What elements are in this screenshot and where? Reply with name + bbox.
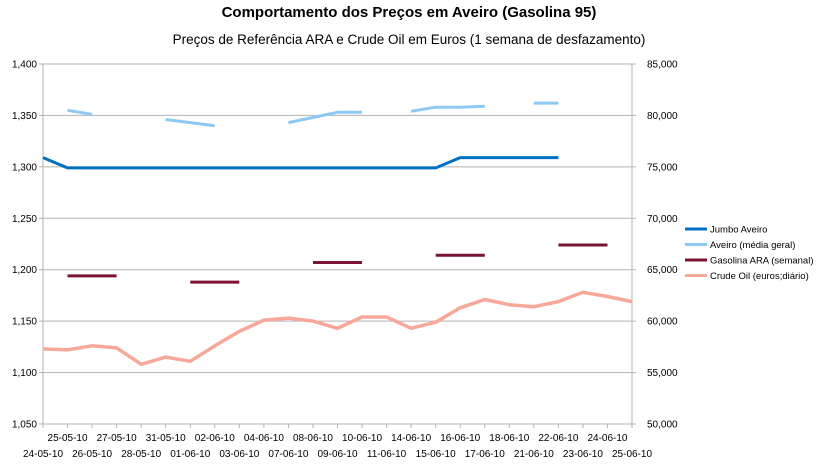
series-line-crude-oil-euros-di-rio [42, 290, 633, 367]
legend-label: Gasolina ARA (semanal) [710, 256, 814, 267]
x-tick-label: 16-06-10 [440, 433, 480, 444]
x-tick-label: 28-05-10 [121, 449, 161, 460]
y-left-tick-label: 1,350 [12, 111, 37, 122]
x-tick-label: 14-06-10 [391, 433, 431, 444]
x-tick-label: 25-06-10 [612, 449, 652, 460]
plot-area: 1,050 1,100 1,150 1,200 1,250 1,300 1,350 1,400… [12, 60, 678, 461]
y-right-tick-label: 75,000 [647, 162, 678, 173]
x-tick-label: 08-06-10 [293, 433, 333, 444]
x-tick-label: 18-06-10 [489, 433, 529, 444]
x-tick-label: 01-06-10 [170, 449, 210, 460]
y-right-tick-label: 55,000 [647, 368, 678, 379]
x-tick-label: 15-06-10 [416, 449, 456, 460]
x-tick-label: 09-06-10 [317, 449, 357, 460]
y-right-tick-label: 60,000 [647, 317, 678, 328]
y-right-tick-label: 85,000 [647, 60, 678, 71]
y-right-tick-label: 50,000 [647, 420, 678, 431]
legend-label: Jumbo Aveiro [710, 225, 767, 236]
x-tick-label: 24-06-10 [587, 433, 627, 444]
x-tick-label: 03-06-10 [219, 449, 259, 460]
x-tick-label: 11-06-10 [367, 449, 407, 460]
x-tick-label: 02-06-10 [195, 433, 235, 444]
chart-subtitle: Preços de Referência ARA e Crude Oil em … [173, 32, 646, 47]
y-left-tick-label: 1,150 [12, 317, 37, 328]
x-tick-label: 27-05-10 [97, 433, 137, 444]
y-left-tick-label: 1,400 [12, 60, 37, 71]
x-tick-label: 31-05-10 [146, 433, 186, 444]
y-right-tick-label: 80,000 [647, 111, 678, 122]
x-tick-label: 10-06-10 [342, 433, 382, 444]
y-left-tick-label: 1,100 [12, 368, 37, 379]
x-tick-label: 04-06-10 [244, 433, 284, 444]
x-tick-label: 24-05-10 [23, 449, 63, 460]
series-line-aveiro-m-dia-geral [67, 108, 93, 116]
x-tick-label: 07-06-10 [268, 449, 308, 460]
x-tick-label: 22-06-10 [538, 433, 578, 444]
x-tick-label: 23-06-10 [563, 449, 603, 460]
y-right-tick-label: 70,000 [647, 214, 678, 225]
y-left-tick-label: 1,250 [12, 214, 37, 225]
y-left-tick-label: 1,300 [12, 162, 37, 173]
x-tick-label: 25-05-10 [48, 433, 88, 444]
y-right-tick-label: 65,000 [647, 265, 678, 276]
series-line-jumbo-aveiro [42, 156, 559, 170]
legend-label: Aveiro (média geral) [710, 240, 795, 251]
chart-title: Comportamento dos Preços em Aveiro (Gaso… [222, 4, 597, 21]
series-line-aveiro-m-dia-geral [165, 118, 215, 128]
legend: Jumbo Aveiro Aveiro (média geral) Gasolina… [685, 225, 814, 282]
series-line-aveiro-m-dia-geral [410, 104, 485, 113]
y-left-tick-label: 1,050 [12, 420, 37, 431]
x-tick-label: 21-06-10 [514, 449, 554, 460]
x-tick-label: 26-05-10 [72, 449, 112, 460]
series-line-aveiro-m-dia-geral [288, 110, 362, 125]
x-tick-label: 17-06-10 [465, 449, 505, 460]
legend-label: Crude Oil (euros;diário) [710, 271, 809, 282]
y-left-tick-label: 1,200 [12, 265, 37, 276]
